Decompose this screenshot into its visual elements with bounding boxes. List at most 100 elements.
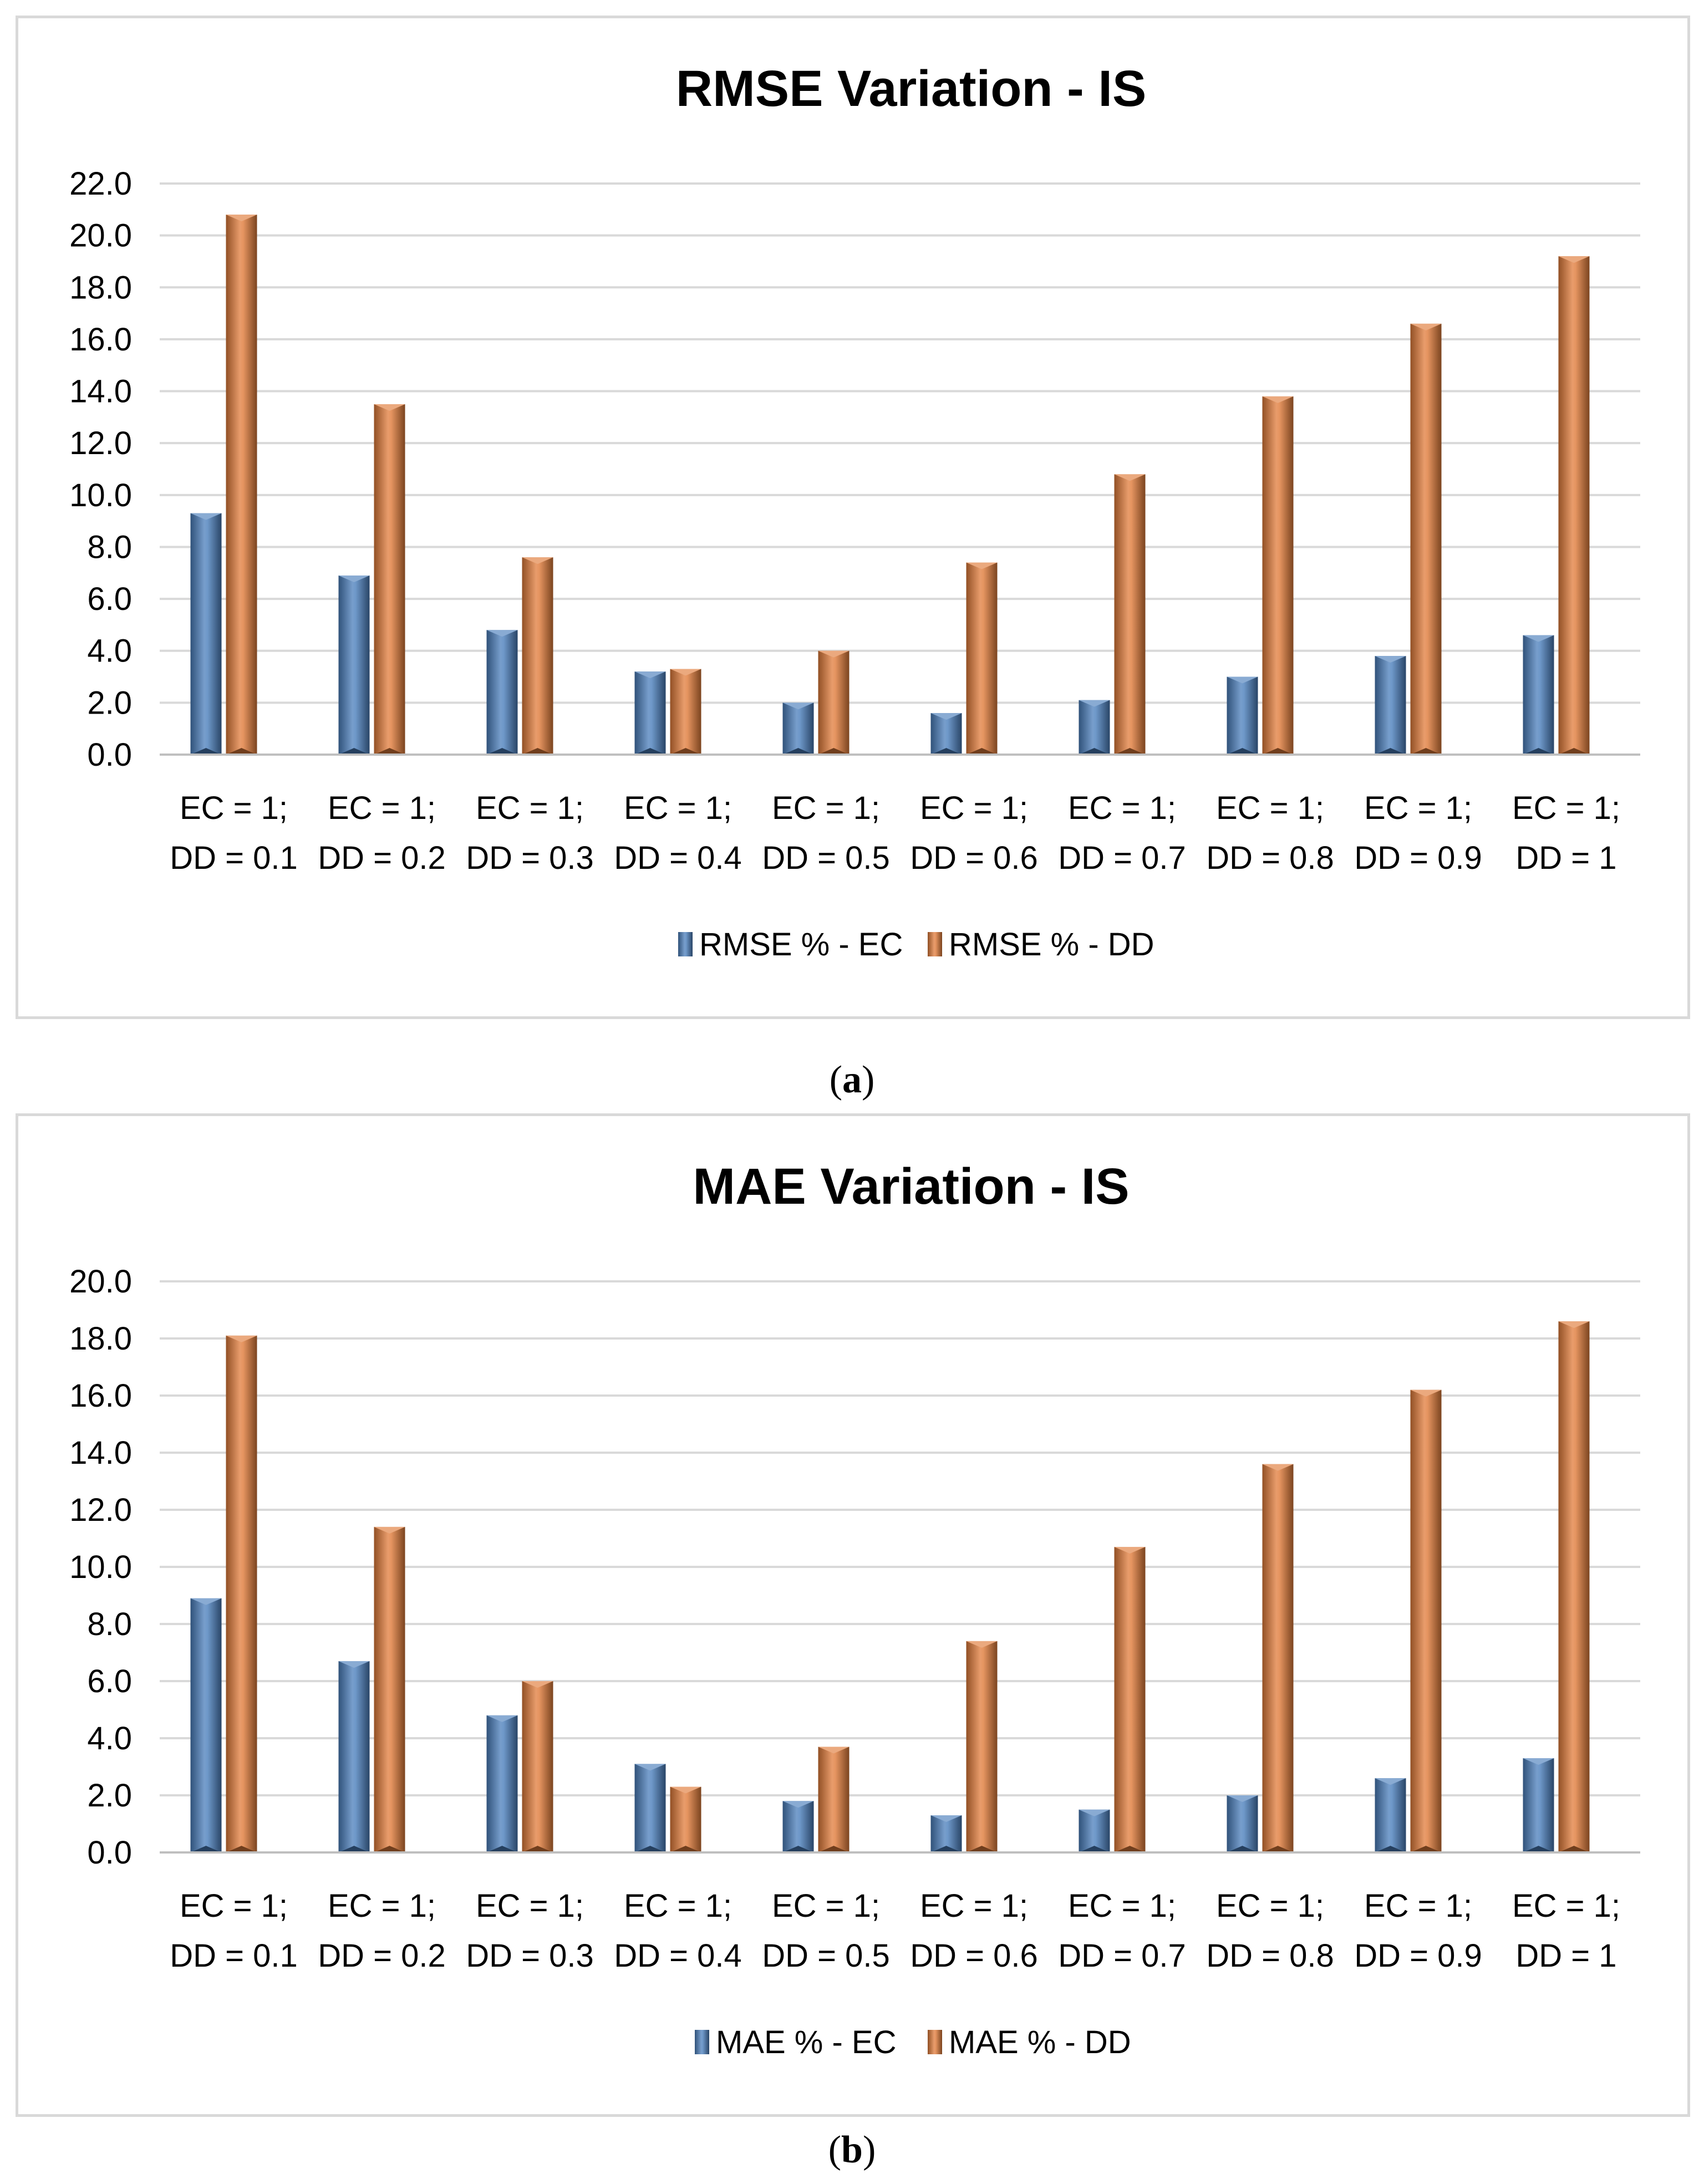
- legend-label: RMSE % - DD: [949, 926, 1154, 963]
- bar: [782, 702, 814, 755]
- bar: [1262, 1464, 1294, 1852]
- x-tick-label-line2: DD = 0.2: [318, 1938, 446, 1974]
- y-tick-label: 18.0: [69, 269, 132, 306]
- x-tick-label-line2: DD = 0.9: [1354, 840, 1482, 876]
- bar: [930, 713, 962, 755]
- bar: [1227, 676, 1258, 755]
- legend-item: RMSE % - DD: [928, 926, 1154, 963]
- x-tick-label-line1: EC = 1;: [476, 790, 584, 826]
- x-tick-label-line1: EC = 1;: [624, 790, 732, 826]
- legend-label: RMSE % - EC: [699, 926, 903, 963]
- x-tick-label-line2: DD = 1: [1515, 840, 1616, 876]
- x-tick-label-line1: EC = 1;: [920, 1888, 1028, 1924]
- bar: [338, 1661, 370, 1852]
- x-tick-label-line1: EC = 1;: [1068, 1888, 1176, 1924]
- y-tick-label: 8.0: [87, 1606, 132, 1642]
- caption-a-letter: a: [842, 1058, 862, 1101]
- bar: [1375, 656, 1406, 755]
- legend-swatch: [678, 932, 693, 956]
- x-tick-label-line2: DD = 0.8: [1206, 1938, 1334, 1974]
- y-tick-label: 14.0: [69, 374, 132, 410]
- y-tick-label: 4.0: [87, 1720, 132, 1757]
- legend: RMSE % - EC RMSE % - DD: [678, 926, 1154, 963]
- legend-label: MAE % - DD: [949, 2024, 1131, 2060]
- bar: [374, 1526, 405, 1852]
- bar: [1375, 1778, 1406, 1852]
- x-tick-label-line2: DD = 1: [1515, 1938, 1616, 1974]
- y-tick-label: 16.0: [69, 1378, 132, 1414]
- y-tick-label: 16.0: [69, 322, 132, 358]
- bar: [522, 1681, 553, 1852]
- y-tick-label: 22.0: [69, 166, 132, 202]
- y-tick-label: 20.0: [69, 1264, 132, 1300]
- bar: [966, 1641, 998, 1852]
- bar: [338, 575, 370, 755]
- bar: [966, 562, 998, 755]
- x-tick-label-line2: DD = 0.3: [466, 840, 594, 876]
- x-tick-label-line2: DD = 0.4: [614, 840, 742, 876]
- legend-item: MAE % - EC: [695, 2024, 897, 2060]
- x-tick-label-line1: EC = 1;: [328, 1888, 436, 1924]
- bar: [1558, 256, 1590, 755]
- y-tick-label: 14.0: [69, 1435, 132, 1471]
- bar: [190, 1598, 222, 1852]
- bar: [1262, 396, 1294, 755]
- bar: [374, 404, 405, 755]
- x-tick-label-line1: EC = 1;: [772, 790, 880, 826]
- x-tick-label-line2: DD = 0.5: [762, 1938, 890, 1974]
- legend-swatch: [695, 2030, 709, 2054]
- legend-label: MAE % - EC: [716, 2024, 897, 2060]
- legend-swatch: [928, 2030, 942, 2054]
- bar: [226, 1335, 257, 1852]
- x-tick-label-line2: DD = 0.6: [910, 1938, 1038, 1974]
- bar: [1523, 635, 1554, 755]
- y-tick-label: 20.0: [69, 218, 132, 254]
- x-tick-label-line1: EC = 1;: [1512, 790, 1620, 826]
- x-tick-label-line1: EC = 1;: [180, 790, 288, 826]
- caption-b: (b): [828, 2129, 876, 2171]
- chart-panel-rmse: RMSE Variation - IS 0.0 2.0 4.0 6.0 8.0 10.0 12…: [16, 16, 1690, 1019]
- y-tick-label: 2.0: [87, 1778, 132, 1814]
- y-tick-label: 6.0: [87, 581, 132, 617]
- x-tick-label-line2: DD = 0.4: [614, 1938, 742, 1974]
- bar: [818, 650, 850, 755]
- bar: [486, 630, 518, 755]
- bar: [1410, 323, 1442, 755]
- bar: [1410, 1389, 1442, 1852]
- legend-swatch: [928, 932, 942, 956]
- y-tick-label: 4.0: [87, 633, 132, 669]
- x-tick-label-line2: DD = 0.5: [762, 840, 890, 876]
- x-tick-label-line1: EC = 1;: [1364, 790, 1472, 826]
- x-tick-label-line1: EC = 1;: [624, 1888, 732, 1924]
- y-tick-label: 18.0: [69, 1321, 132, 1357]
- bar: [226, 215, 257, 755]
- x-tick-label-line2: DD = 0.6: [910, 840, 1038, 876]
- bar: [1079, 1809, 1110, 1852]
- x-tick-label-line2: DD = 0.9: [1354, 1938, 1482, 1974]
- x-tick-label-line2: DD = 0.7: [1058, 840, 1186, 876]
- bar: [1114, 1546, 1146, 1852]
- y-tick-label: 12.0: [69, 1492, 132, 1528]
- bar: [1114, 474, 1146, 755]
- bar: [1079, 700, 1110, 755]
- x-tick-label-line2: DD = 0.1: [170, 840, 298, 876]
- bar: [634, 1764, 666, 1852]
- x-tick-label-line1: EC = 1;: [1364, 1888, 1472, 1924]
- y-tick-label: 10.0: [69, 1549, 132, 1585]
- x-tick-label-line2: DD = 0.2: [318, 840, 446, 876]
- x-tick-label-line1: EC = 1;: [1068, 790, 1176, 826]
- x-tick-label-line1: EC = 1;: [476, 1888, 584, 1924]
- chart-title: MAE Variation - IS: [693, 1158, 1129, 1215]
- bar: [190, 513, 222, 755]
- x-tick-label-line1: EC = 1;: [180, 1888, 288, 1924]
- caption-b-letter: b: [841, 2129, 863, 2171]
- bar: [670, 1786, 701, 1852]
- bar: [782, 1801, 814, 1852]
- y-tick-label: 8.0: [87, 529, 132, 565]
- bar: [1227, 1795, 1258, 1852]
- x-tick-label-line1: EC = 1;: [1216, 1888, 1324, 1924]
- caption-a: (a): [829, 1058, 875, 1101]
- x-tick-label-line2: DD = 0.8: [1206, 840, 1334, 876]
- y-tick-label: 0.0: [87, 737, 132, 773]
- y-tick-label: 10.0: [69, 477, 132, 513]
